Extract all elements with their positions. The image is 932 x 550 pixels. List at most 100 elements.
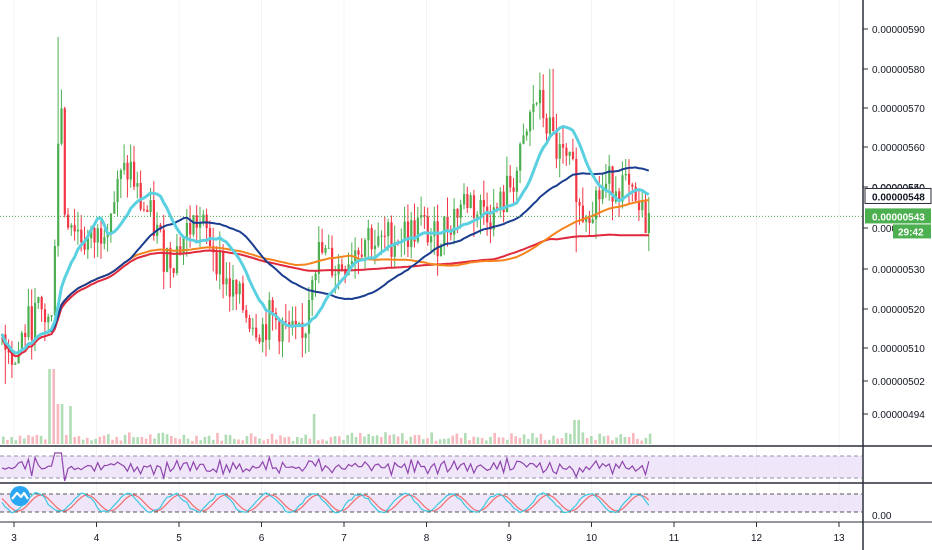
volume-bar <box>191 440 194 444</box>
candle-body <box>53 246 56 316</box>
candle-body <box>324 247 327 253</box>
candle-body <box>93 227 96 243</box>
candle-body <box>142 209 146 211</box>
volume-bar <box>506 439 509 444</box>
candle-body <box>426 216 429 243</box>
volume-bar <box>237 439 240 444</box>
candle-body <box>222 250 225 285</box>
candle-body <box>136 183 139 187</box>
volume-bar <box>476 437 480 444</box>
candle-body <box>271 300 274 313</box>
volume-bar <box>417 434 421 444</box>
candle-body <box>383 235 386 237</box>
volume-bar <box>153 438 156 444</box>
candle-body <box>261 324 264 343</box>
volume-bar <box>560 438 564 444</box>
volume-bar <box>531 433 534 444</box>
x-tick-label: 12 <box>751 533 763 544</box>
candle-body <box>281 321 284 342</box>
candle-body <box>439 245 443 257</box>
volume-bar <box>367 433 370 444</box>
candle-body <box>76 229 80 232</box>
candle-body <box>238 283 241 295</box>
candle-body <box>232 279 235 297</box>
volume-bar <box>392 434 396 444</box>
volume-bar <box>350 432 354 444</box>
candle-body <box>519 143 522 171</box>
candle-body <box>192 215 195 235</box>
candle-body <box>152 200 155 236</box>
volume-bar <box>564 432 568 444</box>
candle-body <box>175 246 179 273</box>
volume-bar <box>514 436 517 444</box>
volume-bar <box>312 414 316 444</box>
volume-bar <box>527 438 530 444</box>
candle-body <box>512 187 515 192</box>
volume-bar <box>170 436 173 444</box>
candle-body <box>423 215 426 217</box>
volume-bar <box>18 435 22 444</box>
candle-body <box>129 161 132 180</box>
volume-bar <box>165 434 169 444</box>
candle-body <box>585 217 588 222</box>
volume-bar <box>430 432 433 444</box>
candle-body <box>7 349 10 353</box>
indicator-panels <box>0 445 932 523</box>
volume-bar <box>426 438 429 444</box>
candle-body <box>70 225 73 228</box>
candle-body <box>301 322 304 338</box>
candle-body <box>621 175 624 202</box>
candle-body <box>466 194 469 208</box>
candle-body <box>509 175 512 188</box>
candle-body <box>317 242 320 274</box>
volume-bar <box>497 437 501 444</box>
x-tick-label: 3 <box>11 533 17 544</box>
stoch-d-line <box>1 494 650 512</box>
volume-bar <box>627 437 631 444</box>
volume-bar <box>245 436 249 444</box>
volume-bar <box>615 437 618 444</box>
volume-bar <box>77 436 81 444</box>
candle-body <box>189 222 192 235</box>
candle-body <box>377 236 380 246</box>
volume-bar <box>548 439 551 444</box>
volume-bar <box>321 439 324 444</box>
candle-body <box>96 228 99 243</box>
volume-bar <box>94 438 97 444</box>
candle-body <box>545 118 548 134</box>
volume-bar <box>640 440 643 444</box>
volume-bar <box>69 406 72 444</box>
candle-body <box>624 173 627 176</box>
candle-body <box>479 200 482 215</box>
candle-body <box>47 316 50 323</box>
candle-body <box>67 214 70 228</box>
volume-bar <box>56 404 60 444</box>
volume-bar <box>262 440 265 444</box>
candle-body <box>149 200 152 213</box>
candle-body <box>37 297 40 303</box>
candles <box>1 36 650 384</box>
moving-averages <box>0 125 862 358</box>
volume-bar <box>636 438 639 444</box>
volume-bar <box>186 438 190 444</box>
volume-bar <box>73 436 76 444</box>
volume-bar <box>249 433 253 444</box>
candle-body <box>291 320 294 328</box>
candle-body <box>558 144 561 159</box>
volume-bar <box>182 434 186 444</box>
volume-bar <box>308 438 312 444</box>
volume-bar <box>178 439 181 444</box>
candle-body <box>340 264 344 270</box>
volume-bar <box>161 432 165 444</box>
x-tick-label: 10 <box>586 533 598 544</box>
candle-body <box>357 250 360 255</box>
stoch-k-line <box>1 492 650 514</box>
candle-body <box>492 207 495 230</box>
x-tick-label: 8 <box>424 533 430 544</box>
logo-icon[interactable] <box>10 486 30 506</box>
volume-bar <box>149 434 152 444</box>
last-price-tag-label: 0.00000543 <box>872 212 925 223</box>
candle-body <box>588 217 591 223</box>
